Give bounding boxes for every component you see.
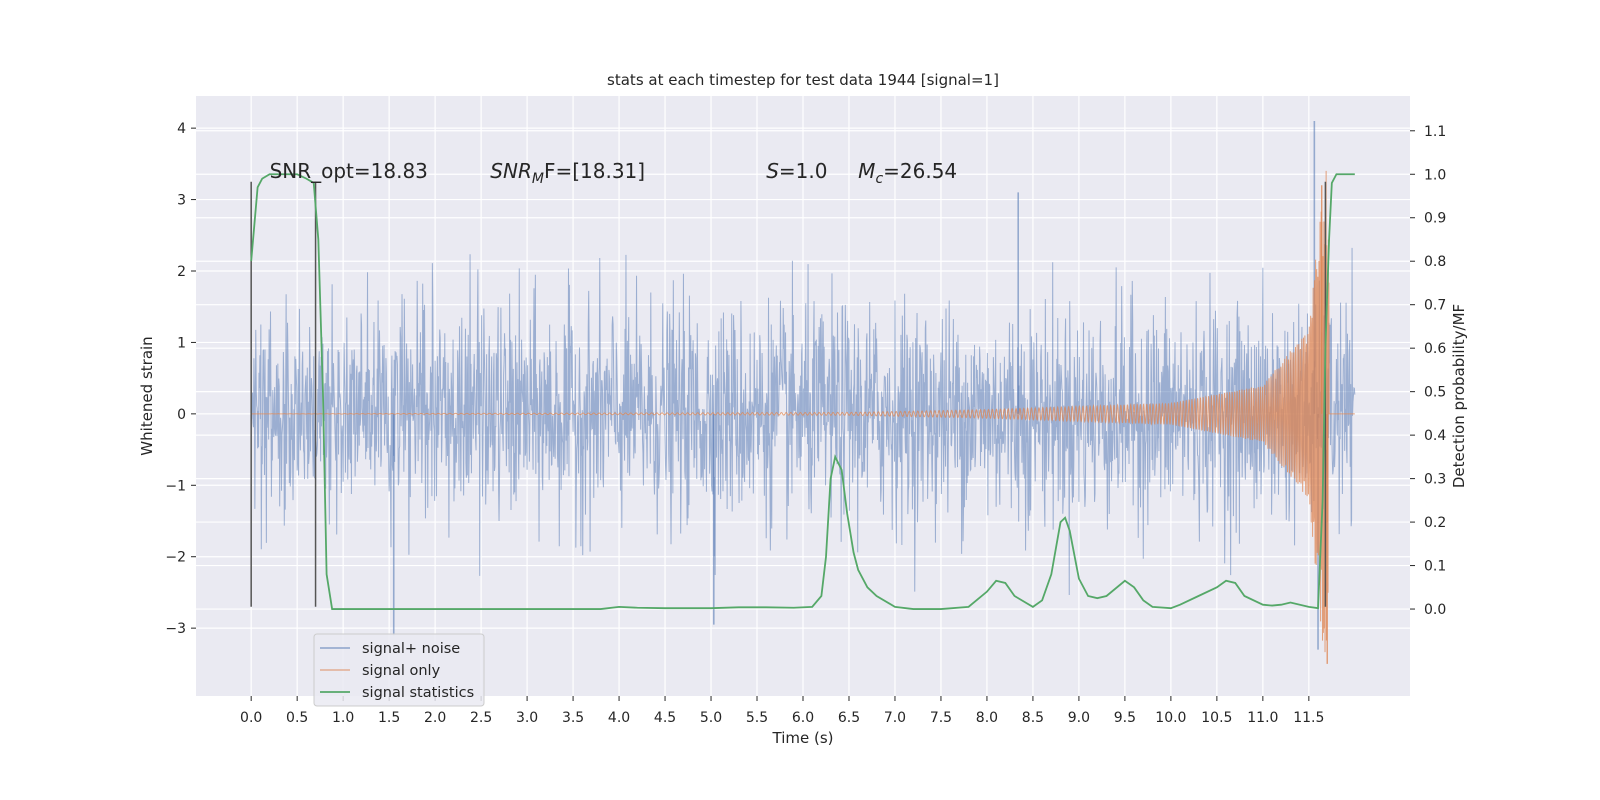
right-tick-label: 1.1 — [1424, 124, 1446, 140]
x-tick-label: 9.5 — [1114, 710, 1136, 726]
annotation-subscript: M — [532, 171, 544, 187]
annotation-1: SNRMF=[18.31] — [490, 159, 645, 187]
annotation-value: F=[18.31] — [544, 159, 645, 183]
y-tick-label: 2 — [177, 264, 186, 280]
right-axis-ticks: 1.1 1.0 0.9 0.8 0.7 0.6 0.5 0.4 0.3 0.2 0.1 0.0 — [1410, 124, 1446, 618]
x-tick-label: 3.5 — [562, 710, 584, 726]
right-tick-label: 0.1 — [1424, 559, 1446, 575]
annotation-symbol: SNR — [490, 159, 532, 183]
signal-only-line — [251, 170, 1355, 653]
annotation-symbol: S — [766, 159, 779, 183]
x-tick-label: 4.5 — [654, 710, 676, 726]
signal-statistics-line — [250, 173, 1355, 610]
y-axis-label: Whitened strain — [138, 336, 156, 455]
x-tick-label: 1.0 — [332, 710, 354, 726]
x-tick-label: 8.0 — [976, 710, 998, 726]
annotation-3: Mc=26.54 — [858, 159, 957, 187]
x-tick-label: 11.5 — [1293, 710, 1324, 726]
right-tick-label: 0.9 — [1424, 211, 1446, 227]
annotation-2: S=1.0 — [766, 159, 827, 183]
x-tick-label: 5.0 — [700, 710, 722, 726]
right-tick-label: 0.4 — [1424, 428, 1446, 444]
legend-label: signal+ noise — [362, 641, 460, 657]
x-tick-label: 2.5 — [470, 710, 492, 726]
x-tick-label: 7.0 — [884, 710, 906, 726]
y-axis-ticks: 4 3 2 1 0 −1 −2 −3 — [165, 121, 196, 637]
y-tick-label: 1 — [177, 335, 186, 351]
right-axis-label: Detection probability/MF — [1450, 304, 1468, 488]
x-tick-label: 7.5 — [930, 710, 952, 726]
right-tick-label: 0.7 — [1424, 298, 1446, 314]
y-tick-label: 4 — [177, 121, 186, 137]
x-tick-label: 6.0 — [792, 710, 814, 726]
annotation-value: =1.0 — [779, 159, 828, 183]
y-tick-label: −1 — [165, 478, 186, 494]
y-tick-label: −3 — [165, 621, 186, 637]
annotations: SNR_opt=18.83 SNRMF=[18.31] S=1.0 Mc=26.54 — [270, 159, 958, 187]
right-tick-label: 0.0 — [1424, 602, 1446, 618]
legend: signal+ noise signal only signal statistic… — [313, 633, 485, 707]
y-tick-label: −2 — [165, 550, 186, 566]
x-tick-label: 6.5 — [838, 710, 860, 726]
x-tick-label: 2.0 — [424, 710, 446, 726]
legend-box — [313, 633, 485, 707]
grid — [196, 96, 1410, 696]
right-tick-label: 0.3 — [1424, 472, 1446, 488]
x-tick-label: 11.0 — [1247, 710, 1278, 726]
right-tick-label: 0.5 — [1424, 385, 1446, 401]
x-tick-label: 1.5 — [378, 710, 400, 726]
x-tick-label: 5.5 — [746, 710, 768, 726]
right-tick-label: 0.8 — [1424, 254, 1446, 270]
right-tick-label: 0.2 — [1424, 515, 1446, 531]
x-tick-label: 3.0 — [516, 710, 538, 726]
y-tick-label: 3 — [177, 193, 186, 209]
legend-label: signal statistics — [362, 685, 474, 701]
chart-title: stats at each timestep for test data 194… — [607, 71, 999, 89]
annotation-symbol: M — [858, 159, 875, 183]
right-tick-label: 1.0 — [1424, 167, 1446, 183]
x-tick-label: 0.5 — [286, 710, 308, 726]
x-tick-label: 0.0 — [240, 710, 262, 726]
signal-noise-line — [250, 247, 1356, 596]
legend-label: signal only — [362, 663, 441, 679]
x-tick-label: 10.5 — [1201, 710, 1232, 726]
annotation-subscript: c — [875, 171, 883, 187]
annotation-value: =26.54 — [883, 159, 957, 183]
right-tick-label: 0.6 — [1424, 341, 1446, 357]
annotation-0: SNR_opt=18.83 — [270, 159, 428, 183]
x-tick-label: 9.0 — [1068, 710, 1090, 726]
y-tick-label: 0 — [177, 407, 186, 423]
x-tick-label: 4.0 — [608, 710, 630, 726]
x-tick-label: 10.0 — [1155, 710, 1186, 726]
x-tick-label: 8.5 — [1022, 710, 1044, 726]
x-axis-ticks: 0.0 0.5 1.0 1.5 2.0 2.5 3.0 3.5 4.0 4.5 5.0 5.5 6.0 6… — [240, 696, 1324, 726]
x-axis-label: Time (s) — [772, 729, 834, 747]
